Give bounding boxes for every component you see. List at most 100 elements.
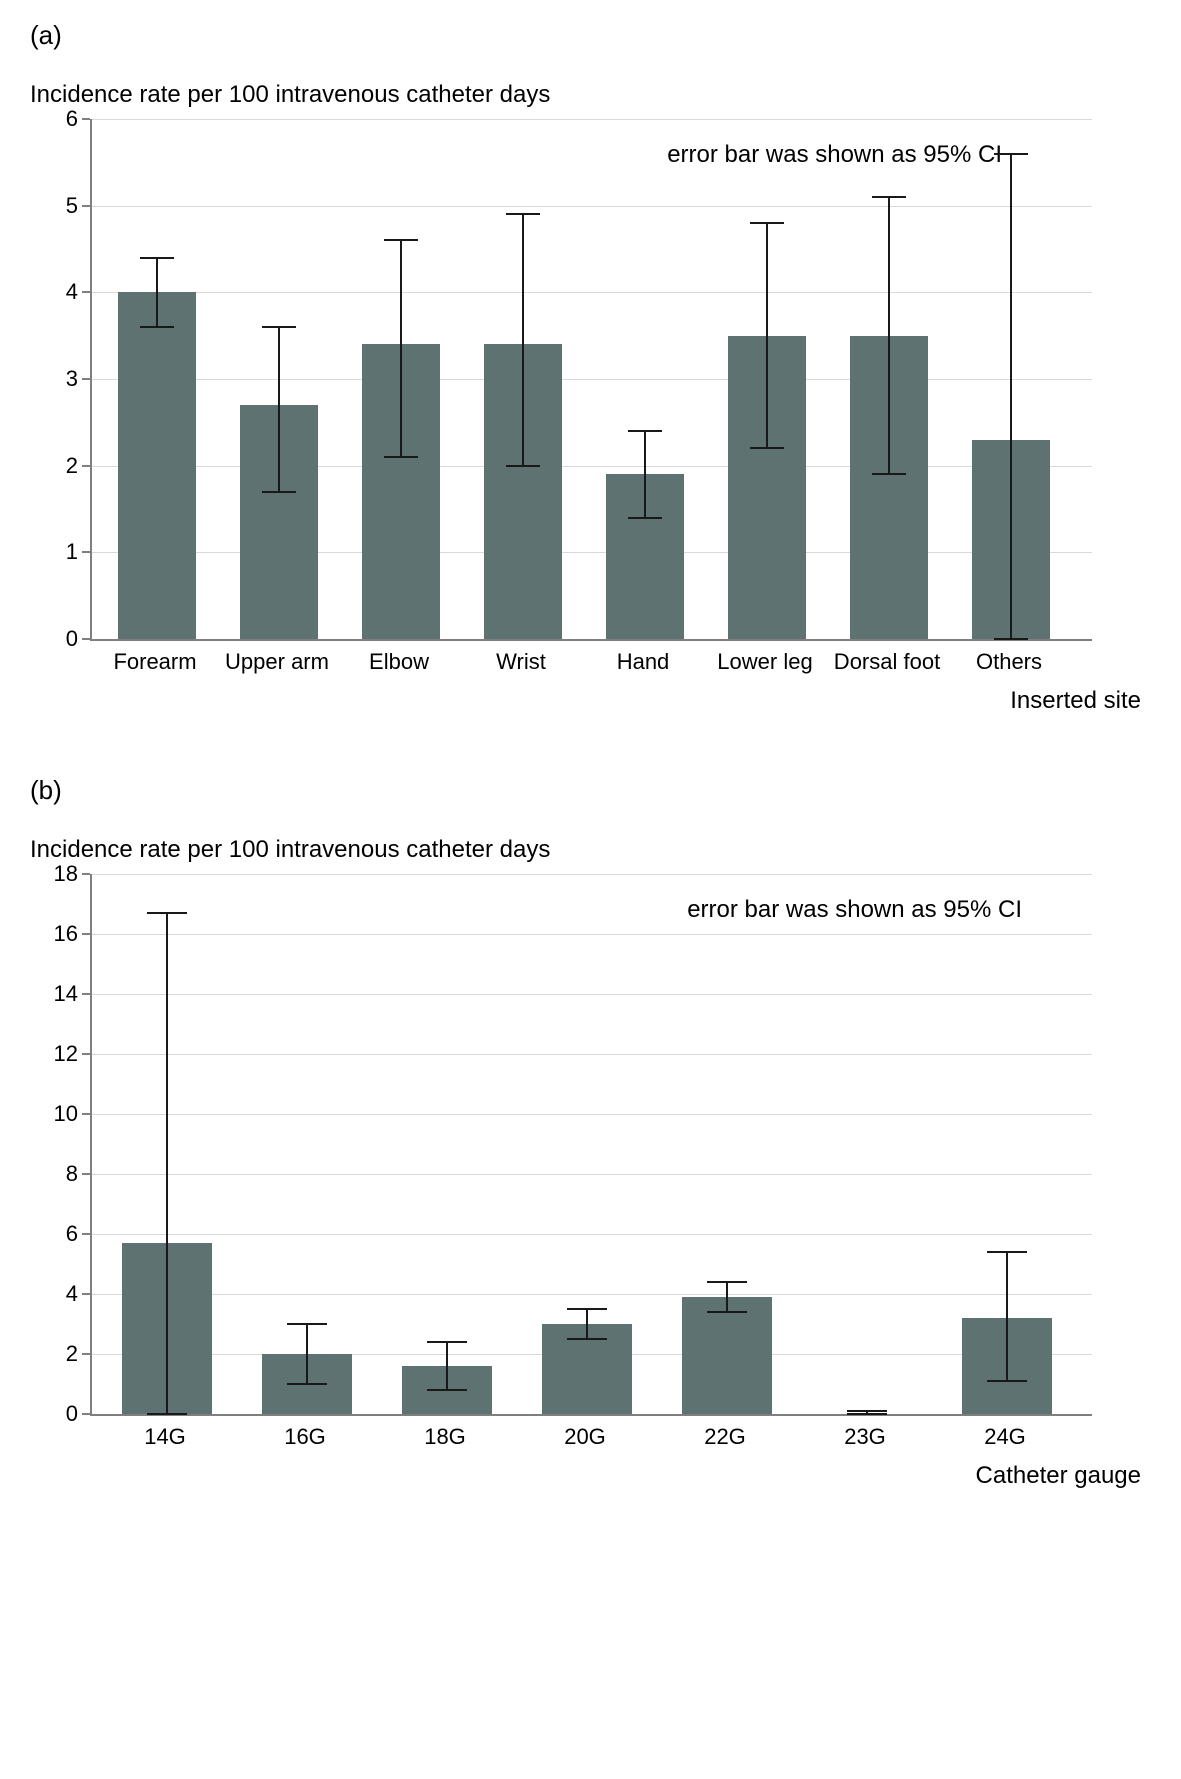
panel-a-plot: error bar was shown as 95% CI 0123456 [90,119,1092,641]
error-bar [586,1309,588,1339]
error-bar [306,1324,308,1384]
panel-b-note: error bar was shown as 95% CI [687,896,1022,924]
y-tick-label: 0 [66,1401,78,1427]
error-cap-bottom [140,326,174,328]
grid-line [92,994,1092,995]
y-tick [82,291,90,293]
y-tick [82,638,90,640]
panel-b-x-title: Catheter gauge [90,1462,1151,1490]
bar [682,1297,772,1414]
y-tick [82,933,90,935]
y-tick [82,378,90,380]
error-cap-top [506,213,540,215]
y-tick [82,1053,90,1055]
panel-b-chart: error bar was shown as 95% CI 0246810121… [90,874,1151,1490]
error-bar [1010,154,1012,639]
error-cap-bottom [750,447,784,449]
grid-line [92,1054,1092,1055]
x-tick-label: Hand [617,649,670,675]
error-bar [166,913,168,1414]
panel-a: (a) Incidence rate per 100 intravenous c… [30,20,1151,715]
y-tick [82,873,90,875]
error-cap-bottom [147,1413,187,1415]
error-bar [866,1411,868,1414]
error-cap-bottom [287,1383,327,1385]
y-tick-label: 4 [66,279,78,305]
x-tick-label: Others [976,649,1042,675]
y-tick [82,1113,90,1115]
panel-a-y-title: Incidence rate per 100 intravenous cathe… [30,81,1151,109]
x-tick-label: 16G [284,1424,326,1450]
panel-a-note: error bar was shown as 95% CI [667,141,1002,169]
panel-a-x-labels: ForearmUpper armElbowWristHandLower legD… [90,649,1151,681]
grid-line [92,119,1092,120]
y-tick-label: 6 [66,1221,78,1247]
panel-b-x-labels: 14G16G18G20G22G23G24G [90,1424,1151,1456]
error-cap-bottom [994,638,1028,640]
error-cap-top [262,326,296,328]
y-tick-label: 4 [66,1281,78,1307]
error-cap-top [384,239,418,241]
y-tick-label: 5 [66,193,78,219]
error-bar [522,214,524,465]
y-tick [82,1413,90,1415]
x-tick-label: 14G [144,1424,186,1450]
error-cap-bottom [628,517,662,519]
panel-b-plot: error bar was shown as 95% CI 0246810121… [90,874,1092,1416]
error-bar [1006,1252,1008,1381]
error-cap-top [567,1308,607,1310]
y-tick [82,1293,90,1295]
y-tick-label: 14 [54,981,78,1007]
error-cap-bottom [567,1338,607,1340]
y-tick-label: 1 [66,539,78,565]
grid-line [92,1174,1092,1175]
bar [118,292,196,639]
error-bar [400,240,402,457]
y-tick-label: 16 [54,921,78,947]
error-bar [446,1342,448,1390]
y-tick [82,1173,90,1175]
y-tick [82,118,90,120]
y-tick [82,551,90,553]
grid-line [92,1114,1092,1115]
panel-b-y-title: Incidence rate per 100 intravenous cathe… [30,836,1151,864]
grid-line [92,379,1092,380]
y-tick-label: 12 [54,1041,78,1067]
x-tick-label: 22G [704,1424,746,1450]
grid-line [92,934,1092,935]
y-tick [82,1353,90,1355]
panel-b-label: (b) [30,775,1151,806]
error-cap-bottom [384,456,418,458]
grid-line [92,206,1092,207]
panel-b: (b) Incidence rate per 100 intravenous c… [30,775,1151,1490]
error-cap-top [707,1281,747,1283]
error-bar [156,258,158,327]
x-tick-label: Forearm [113,649,196,675]
panel-a-chart: error bar was shown as 95% CI 0123456 Fo… [90,119,1151,715]
error-cap-bottom [262,491,296,493]
error-cap-top [750,222,784,224]
error-bar [644,431,646,518]
y-tick-label: 0 [66,626,78,652]
error-cap-bottom [427,1389,467,1391]
x-tick-label: Lower leg [717,649,812,675]
x-tick-label: 20G [564,1424,606,1450]
error-cap-bottom [987,1380,1027,1382]
error-cap-top [427,1341,467,1343]
error-bar [766,223,768,448]
error-cap-top [147,912,187,914]
error-cap-bottom [847,1413,887,1415]
error-cap-top [140,257,174,259]
error-bar [726,1282,728,1312]
grid-line [92,1234,1092,1235]
grid-line [92,1294,1092,1295]
y-tick-label: 6 [66,106,78,132]
panel-a-x-title: Inserted site [90,687,1151,715]
y-tick [82,465,90,467]
error-cap-top [628,430,662,432]
error-cap-top [994,153,1028,155]
y-tick [82,205,90,207]
y-tick-label: 18 [54,861,78,887]
x-tick-label: 18G [424,1424,466,1450]
error-cap-top [987,1251,1027,1253]
